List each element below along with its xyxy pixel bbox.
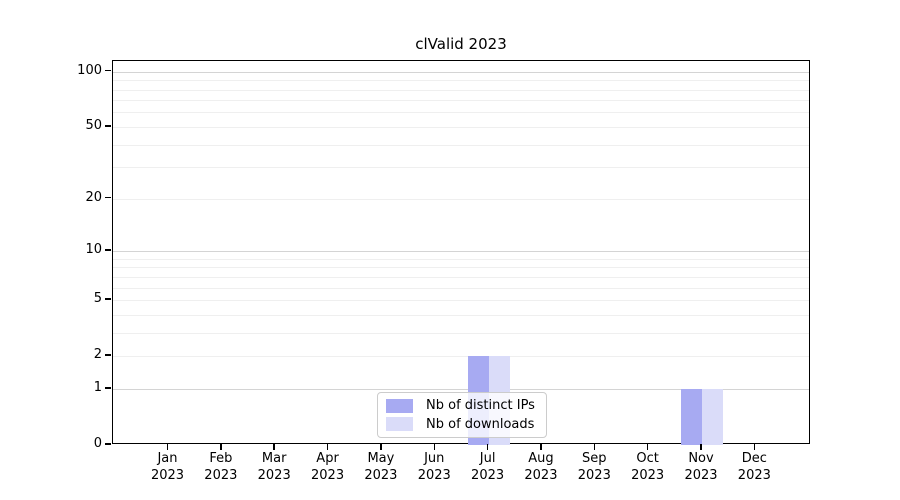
y-tick-label: 20 — [85, 189, 102, 205]
x-tick-month: Dec — [741, 451, 767, 466]
y-tick-label: 2 — [93, 347, 102, 363]
x-tick-mark — [433, 444, 435, 450]
y-tick-label: 50 — [85, 117, 102, 133]
gridline-minor — [113, 356, 809, 358]
x-tick-month: Nov — [688, 451, 714, 466]
y-tick-label: 5 — [93, 291, 102, 307]
x-tick-year: 2023 — [631, 468, 665, 483]
y-tick-label: 0 — [93, 436, 102, 451]
x-tick-mark — [540, 444, 542, 450]
gridline-minor — [113, 258, 809, 260]
x-tick-year: 2023 — [311, 468, 345, 483]
legend-label-downloads: Nb of downloads — [426, 416, 535, 432]
legend-swatch-distinct-ips — [386, 398, 413, 413]
x-tick-month: Feb — [209, 451, 233, 466]
legend-item-downloads: Nb of downloads — [386, 417, 538, 432]
y-tick-mark — [105, 387, 111, 389]
x-tick-label: Mar 2023 — [247, 450, 301, 484]
chart-title: clValid 2023 — [415, 35, 507, 53]
x-tick-month: Apr — [316, 451, 339, 466]
x-tick-label: Sep 2023 — [567, 450, 621, 484]
x-tick-month: Aug — [528, 451, 554, 466]
x-tick-label: Feb 2023 — [194, 450, 248, 484]
gridline-minor — [113, 300, 809, 302]
x-tick-year: 2023 — [471, 468, 505, 483]
x-tick-year: 2023 — [684, 468, 718, 483]
x-tick-mark — [593, 444, 596, 450]
x-tick-mark — [486, 444, 489, 450]
x-tick-mark — [380, 444, 382, 450]
gridline-minor — [113, 332, 809, 334]
x-tick-month: Oct — [636, 451, 659, 466]
gridline-minor — [113, 89, 809, 91]
gridline-major — [113, 71, 809, 73]
x-tick-year: 2023 — [524, 468, 558, 483]
x-tick-year: 2023 — [150, 468, 185, 483]
x-tick-label: Jan 2023 — [141, 450, 195, 484]
legend-label-distinct-ips: Nb of distinct IPs — [426, 398, 535, 414]
legend-item-distinct-ips: Nb of distinct IPs — [386, 398, 538, 413]
legend: Nb of distinct IPs Nb of downloads — [377, 392, 547, 438]
y-tick-mark — [105, 249, 111, 251]
gridline-minor — [113, 144, 809, 146]
gridline-minor — [113, 314, 809, 316]
y-tick-mark — [105, 298, 111, 300]
x-tick-year: 2023 — [577, 468, 611, 483]
plot-area — [112, 60, 810, 445]
gridline-minor — [113, 287, 809, 289]
gridline-major — [113, 388, 809, 390]
gridline-minor — [113, 167, 809, 169]
gridline-minor — [113, 112, 809, 114]
y-tick-label: 100 — [77, 62, 102, 78]
x-tick-year: 2023 — [417, 468, 451, 483]
y-tick-mark — [105, 443, 111, 445]
gridline-minor — [113, 267, 809, 269]
x-tick-label: Aug 2023 — [514, 450, 568, 484]
gridline-minor — [113, 80, 809, 82]
y-tick-mark — [105, 354, 111, 356]
bar-nov-downloads — [702, 388, 723, 445]
x-tick-year: 2023 — [364, 468, 398, 483]
y-tick-label: 1 — [93, 379, 102, 395]
y-tick-mark — [105, 69, 111, 72]
y-tick-label: 10 — [85, 242, 102, 258]
legend-swatch-downloads — [386, 417, 413, 432]
y-tick-mark — [105, 125, 111, 127]
gridline-minor — [113, 276, 809, 278]
x-tick-label: Nov 2023 — [674, 450, 728, 484]
gridline-major — [113, 251, 809, 253]
x-tick-mark — [700, 444, 702, 450]
gridline-minor — [113, 198, 809, 200]
y-tick-mark — [105, 196, 111, 199]
x-tick-mark — [326, 444, 329, 450]
x-tick-label: Oct 2023 — [621, 450, 675, 484]
x-tick-month: Sep — [582, 451, 607, 466]
x-tick-mark — [166, 444, 169, 450]
x-tick-label: Apr 2023 — [301, 450, 355, 484]
x-tick-year: 2023 — [257, 468, 291, 483]
x-tick-mark — [646, 444, 649, 450]
x-tick-mark — [273, 444, 275, 450]
x-tick-month: Jan — [157, 451, 178, 466]
x-tick-month: May — [367, 451, 395, 466]
x-tick-label: Jun 2023 — [407, 450, 461, 484]
x-tick-year: 2023 — [737, 468, 771, 483]
x-tick-month: Jul — [479, 451, 496, 466]
x-tick-month: Mar — [261, 451, 287, 466]
x-tick-year: 2023 — [204, 468, 238, 483]
gridline-minor — [113, 126, 809, 128]
x-tick-label: Dec 2023 — [727, 450, 781, 484]
x-tick-mark — [220, 444, 222, 450]
x-tick-label: Jul 2023 — [461, 450, 515, 484]
gridline-minor — [113, 100, 809, 102]
x-tick-month: Jun — [424, 451, 445, 466]
x-tick-mark — [753, 444, 756, 450]
x-tick-label: May 2023 — [354, 450, 408, 484]
bar-nov-distinct-ips — [681, 388, 702, 445]
